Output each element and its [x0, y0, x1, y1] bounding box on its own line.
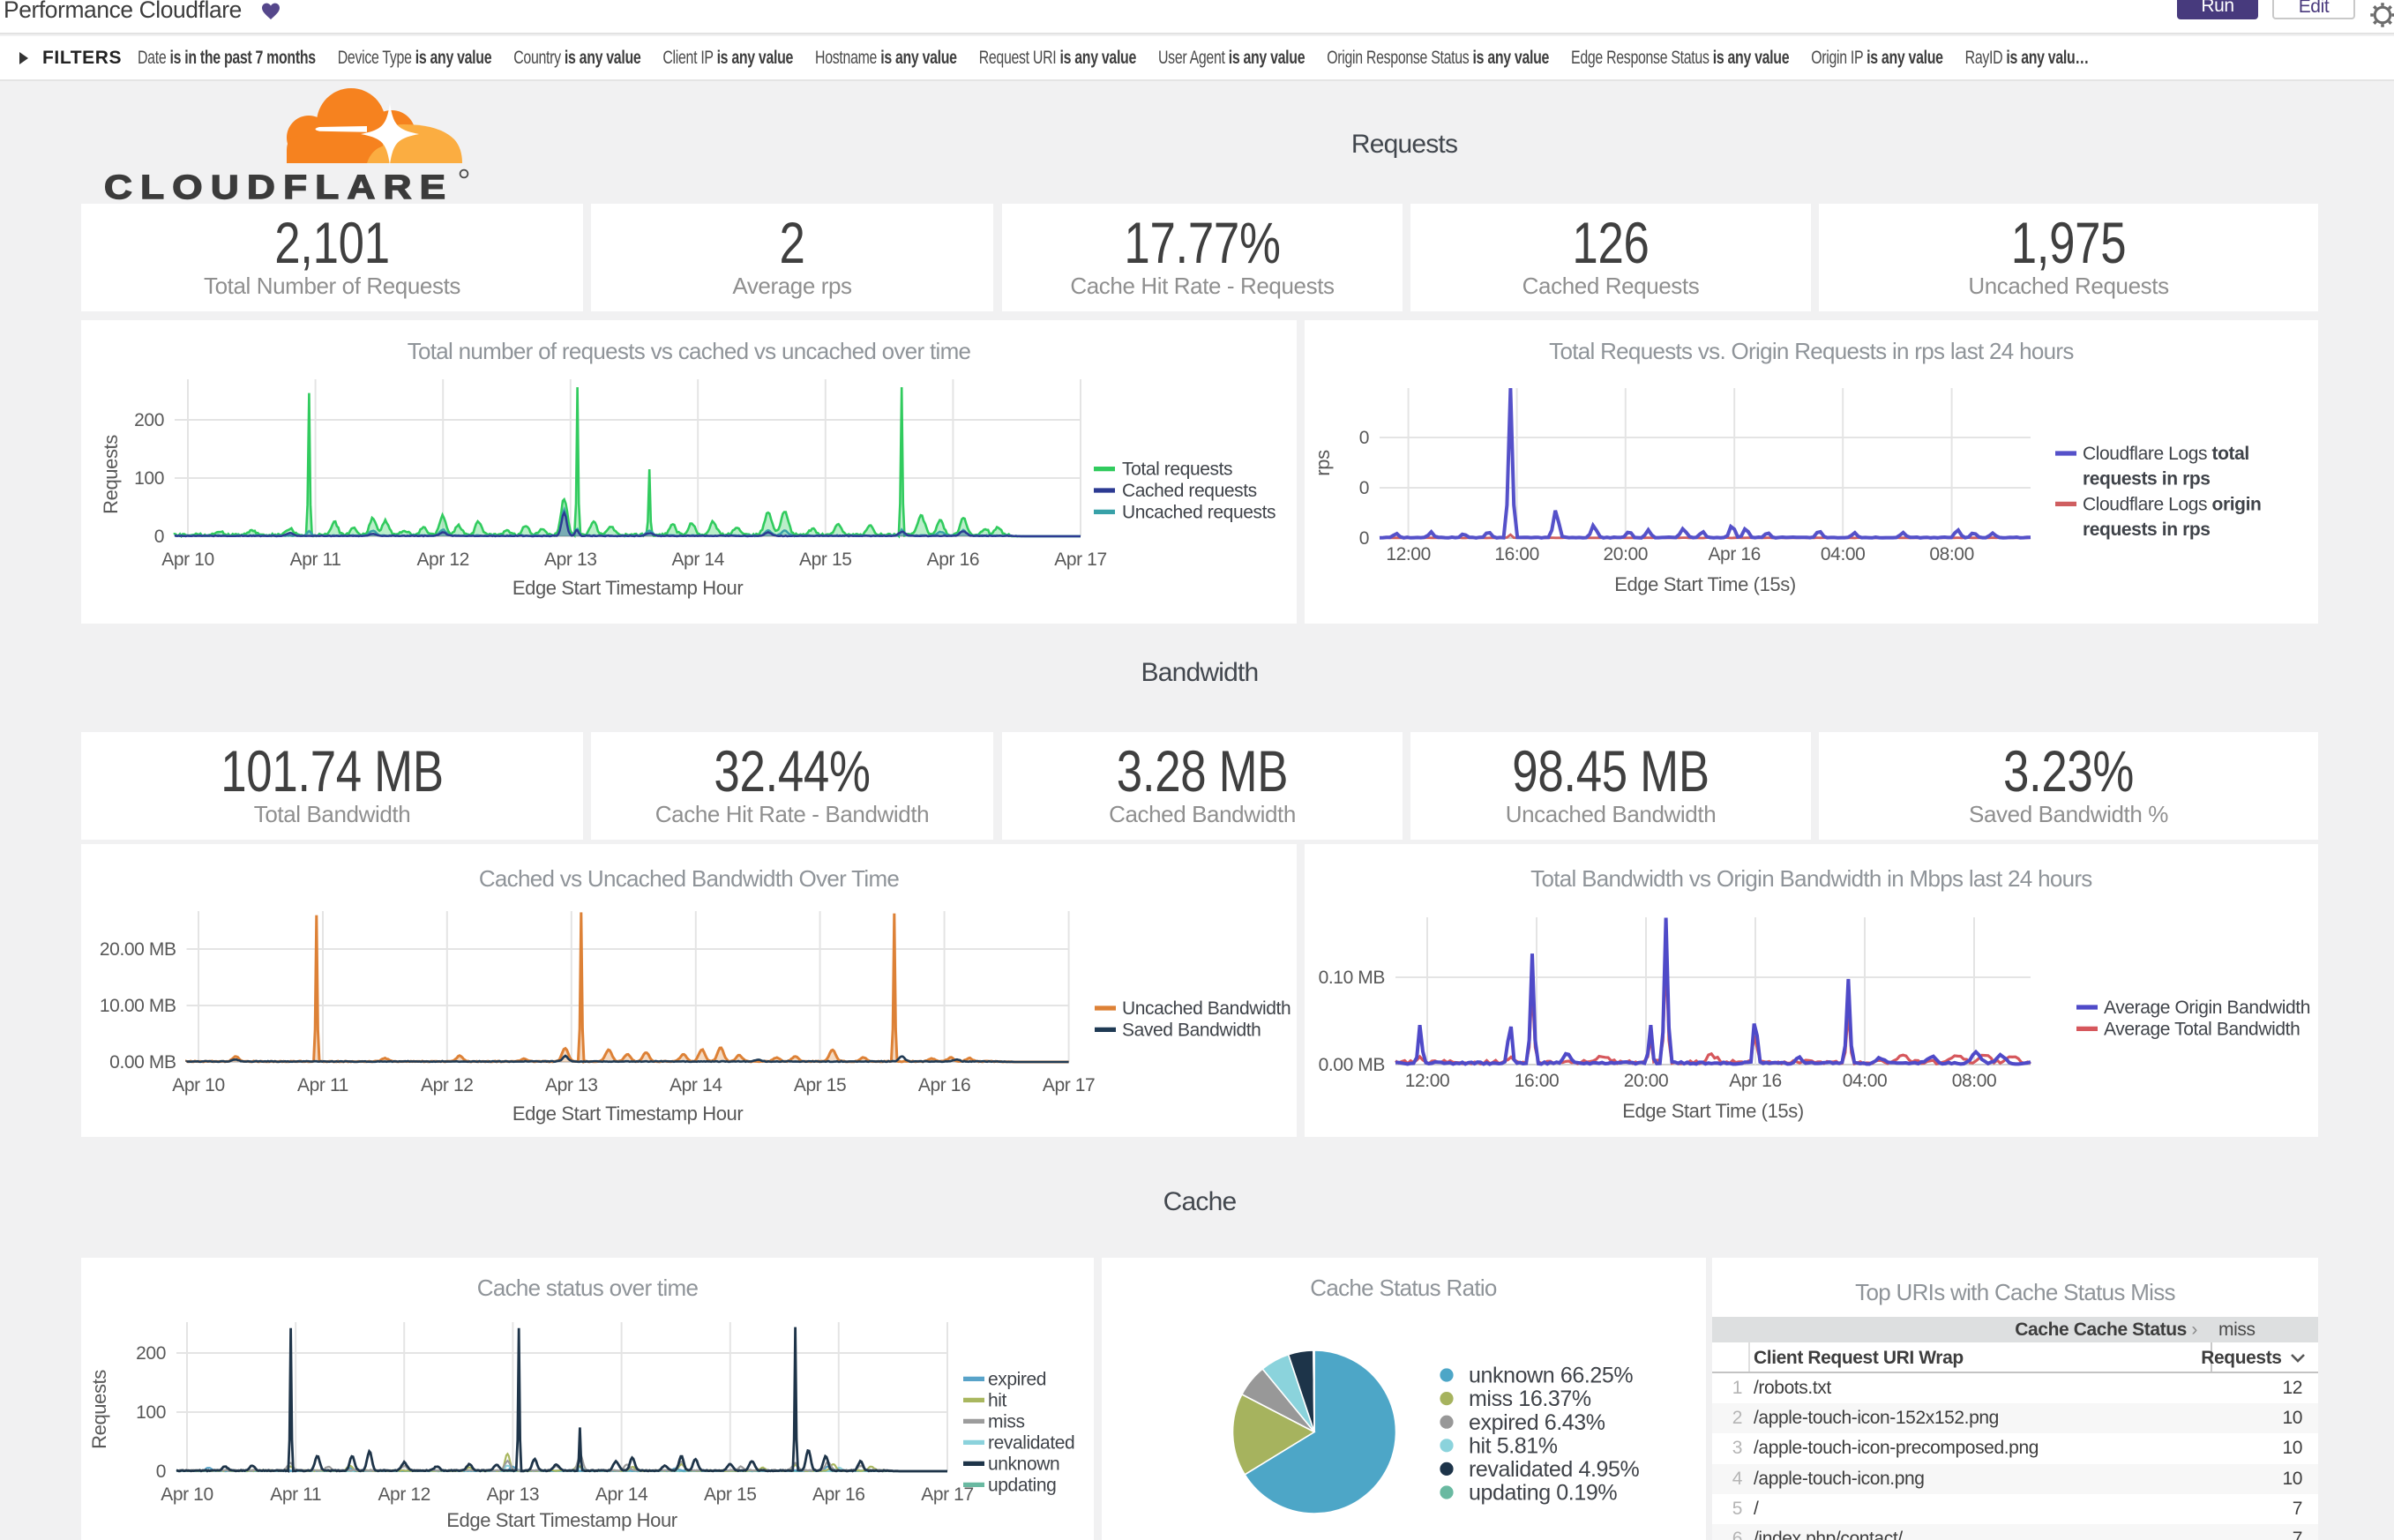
svg-text:04:00: 04:00 — [1821, 544, 1866, 564]
svg-text:16:00: 16:00 — [1494, 544, 1539, 564]
svg-text:Apr 17: Apr 17 — [921, 1484, 973, 1505]
svg-text:CLOUDFLARE: CLOUDFLARE — [104, 168, 453, 205]
svg-text:12:00: 12:00 — [1386, 544, 1431, 564]
svg-text:Apr 14: Apr 14 — [671, 549, 724, 570]
svg-text:Cloudflare Logs origin: Cloudflare Logs origin — [2083, 494, 2261, 514]
svg-text:100: 100 — [134, 468, 164, 489]
svg-text:expired 6.43%: expired 6.43% — [1469, 1410, 1605, 1435]
svg-text:updating: updating — [988, 1475, 1056, 1495]
svg-text:Total number of requests vs ca: Total number of requests vs cached vs un… — [408, 338, 971, 364]
svg-text:Apr 17: Apr 17 — [1043, 1075, 1095, 1095]
svg-text:Requests: Requests — [88, 1370, 110, 1449]
svg-text:Cloudflare Logs total: Cloudflare Logs total — [2083, 444, 2249, 464]
svg-text:0: 0 — [1359, 478, 1369, 498]
svg-text:requests in rps: requests in rps — [2083, 468, 2211, 489]
svg-text:Total Requests vs. Origin Requ: Total Requests vs. Origin Requests in rp… — [1549, 338, 2074, 364]
svg-text:revalidated 4.95%: revalidated 4.95% — [1469, 1457, 1640, 1482]
svg-text:0.00 MB: 0.00 MB — [1319, 1055, 1385, 1075]
svg-text:Apr 13: Apr 13 — [544, 549, 596, 570]
svg-text:Uncached requests: Uncached requests — [1122, 502, 1276, 522]
svg-text:unknown 66.25%: unknown 66.25% — [1469, 1364, 1633, 1388]
svg-text:20:00: 20:00 — [1604, 544, 1649, 564]
svg-text:Apr 16: Apr 16 — [1729, 1071, 1781, 1091]
svg-text:Saved Bandwidth: Saved Bandwidth — [1122, 1020, 1261, 1040]
svg-text:Cache status over time: Cache status over time — [477, 1275, 699, 1301]
svg-text:0: 0 — [1359, 428, 1369, 448]
svg-text:Apr 16: Apr 16 — [918, 1075, 970, 1095]
svg-text:Cache Status Ratio: Cache Status Ratio — [1310, 1275, 1497, 1301]
svg-text:Apr 14: Apr 14 — [670, 1075, 722, 1095]
svg-text:Average Total Bandwidth: Average Total Bandwidth — [2104, 1019, 2300, 1039]
svg-text:200: 200 — [134, 410, 164, 430]
svg-text:Edge Start Timestamp Hour: Edge Start Timestamp Hour — [446, 1509, 677, 1531]
svg-text:miss: miss — [988, 1411, 1025, 1432]
svg-text:04:00: 04:00 — [1843, 1071, 1888, 1091]
svg-text:0: 0 — [154, 527, 164, 547]
svg-text:10.00 MB: 10.00 MB — [100, 996, 176, 1016]
svg-text:Average Origin Bandwidth: Average Origin Bandwidth — [2104, 998, 2310, 1018]
svg-text:Apr 11: Apr 11 — [270, 1484, 321, 1505]
svg-text:Total Bandwidth vs Origin Band: Total Bandwidth vs Origin Bandwidth in M… — [1530, 865, 2092, 892]
svg-text:hit 5.81%: hit 5.81% — [1469, 1433, 1558, 1458]
svg-text:requests in rps: requests in rps — [2083, 520, 2211, 540]
svg-text:unknown: unknown — [988, 1454, 1059, 1474]
svg-text:Total requests: Total requests — [1122, 460, 1232, 480]
svg-text:200: 200 — [136, 1343, 166, 1364]
svg-text:Uncached Bandwidth: Uncached Bandwidth — [1122, 998, 1291, 1019]
svg-text:0: 0 — [156, 1462, 166, 1482]
svg-text:Apr 12: Apr 12 — [378, 1484, 430, 1505]
svg-text:Apr 16: Apr 16 — [812, 1484, 864, 1505]
svg-text:updating 0.19%: updating 0.19% — [1469, 1481, 1617, 1506]
svg-text:Edge Start Timestamp Hour: Edge Start Timestamp Hour — [512, 577, 744, 599]
svg-text:0: 0 — [1359, 528, 1369, 549]
svg-text:0.00 MB: 0.00 MB — [109, 1052, 176, 1073]
svg-text:Apr 12: Apr 12 — [416, 549, 468, 570]
svg-text:Apr 15: Apr 15 — [799, 549, 851, 570]
svg-text:0.10 MB: 0.10 MB — [1319, 968, 1385, 988]
svg-text:08:00: 08:00 — [1952, 1071, 1997, 1091]
svg-text:Cached vs Uncached Bandwidth O: Cached vs Uncached Bandwidth Over Time — [479, 865, 900, 892]
svg-text:Apr 15: Apr 15 — [704, 1484, 756, 1505]
svg-text:revalidated: revalidated — [988, 1432, 1074, 1453]
svg-text:Apr 10: Apr 10 — [161, 1484, 213, 1505]
svg-text:12:00: 12:00 — [1405, 1071, 1450, 1091]
svg-text:100: 100 — [136, 1402, 166, 1423]
svg-text:16:00: 16:00 — [1515, 1071, 1560, 1091]
svg-text:Apr 11: Apr 11 — [297, 1075, 348, 1095]
svg-text:Cached requests: Cached requests — [1122, 481, 1257, 501]
svg-text:Apr 11: Apr 11 — [290, 549, 341, 570]
svg-text:Apr 14: Apr 14 — [595, 1484, 648, 1505]
svg-text:20:00: 20:00 — [1624, 1071, 1669, 1091]
svg-text:Apr 15: Apr 15 — [794, 1075, 846, 1095]
svg-text:Apr 16: Apr 16 — [927, 549, 979, 570]
svg-text:20.00 MB: 20.00 MB — [100, 939, 176, 960]
svg-text:Requests: Requests — [100, 435, 122, 514]
svg-text:Apr 13: Apr 13 — [487, 1484, 539, 1505]
svg-text:Edge Start Time (15s): Edge Start Time (15s) — [1622, 1100, 1804, 1122]
svg-text:08:00: 08:00 — [1929, 544, 1974, 564]
svg-text:Edge Start Timestamp Hour: Edge Start Timestamp Hour — [512, 1103, 744, 1125]
svg-text:Apr 13: Apr 13 — [545, 1075, 597, 1095]
svg-text:miss 16.37%: miss 16.37% — [1469, 1387, 1591, 1411]
svg-text:Apr 16: Apr 16 — [1708, 544, 1760, 564]
svg-text:expired: expired — [988, 1369, 1046, 1389]
svg-text:Apr 10: Apr 10 — [172, 1075, 224, 1095]
svg-text:Edge Start Time (15s): Edge Start Time (15s) — [1614, 573, 1796, 595]
svg-text:hit: hit — [988, 1390, 1007, 1410]
svg-text:Apr 12: Apr 12 — [421, 1075, 473, 1095]
svg-text:Apr 10: Apr 10 — [161, 549, 213, 570]
svg-text:rps: rps — [1312, 450, 1334, 476]
svg-text:Apr 17: Apr 17 — [1054, 549, 1106, 570]
